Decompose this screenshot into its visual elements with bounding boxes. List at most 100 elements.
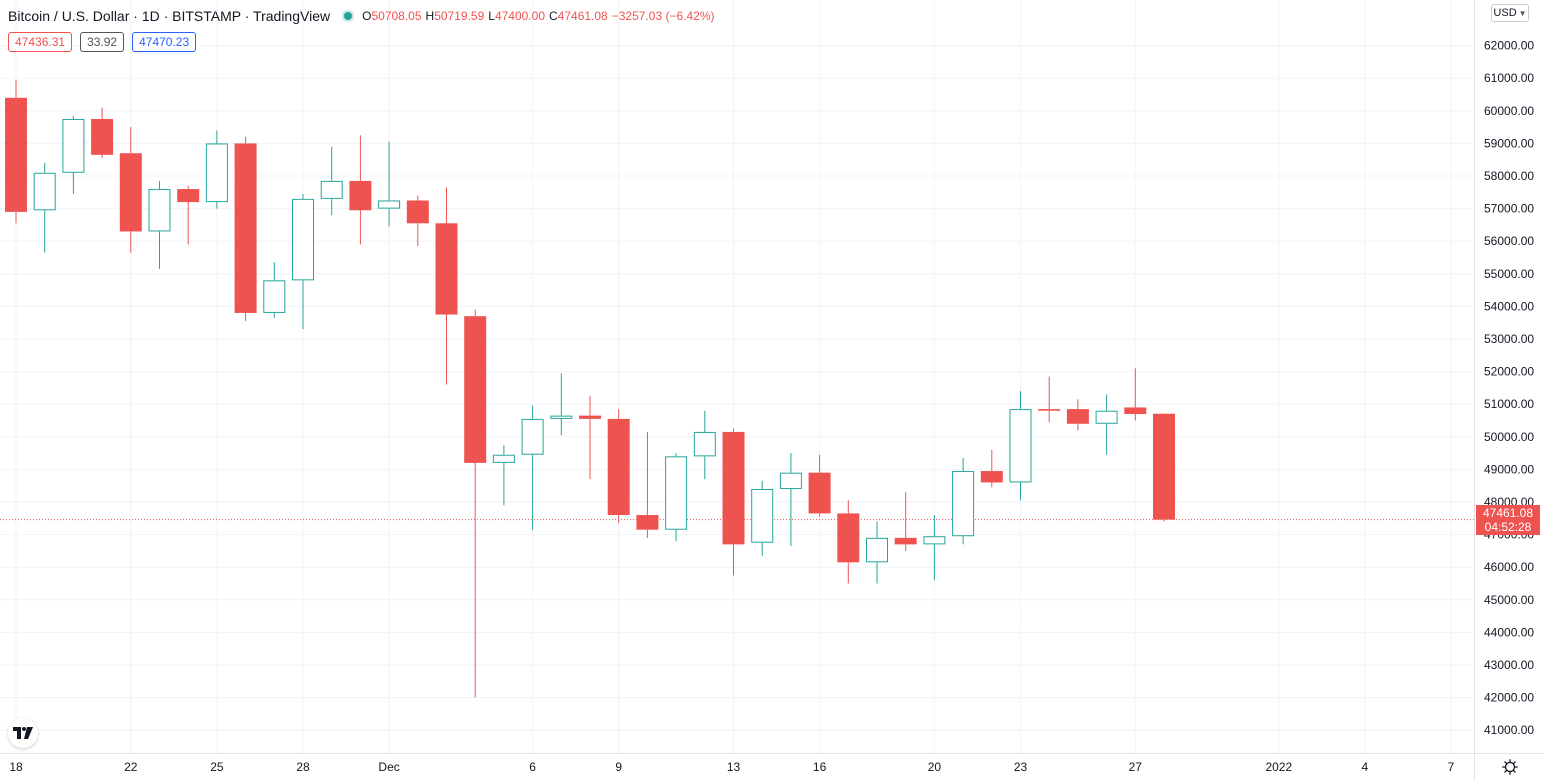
candle-body <box>722 431 745 545</box>
candle-layer <box>5 79 1175 698</box>
spread-value: 33.92 <box>80 32 125 52</box>
x-tick-label: 27 <box>1129 760 1143 774</box>
candle <box>1153 413 1175 522</box>
tradingview-logo-icon[interactable] <box>8 718 38 748</box>
buy-button[interactable]: 47470.23 <box>132 32 197 52</box>
y-tick-label: 60000.00 <box>1484 104 1534 118</box>
y-tick-label: 51000.00 <box>1484 397 1534 411</box>
y-tick-label: 55000.00 <box>1484 267 1534 281</box>
candle-body <box>779 472 802 489</box>
grid-layer <box>0 0 1474 753</box>
ohlc-values: O50708.05 H50719.59 L47400.00 C47461.08 … <box>362 9 714 23</box>
candle <box>349 135 372 245</box>
y-tick-label: 57000.00 <box>1484 202 1534 216</box>
x-tick-label: 13 <box>727 760 741 774</box>
symbol-title[interactable]: Bitcoin / U.S. Dollar · 1D · BITSTAMP · … <box>8 8 331 24</box>
candle <box>320 146 343 216</box>
candle <box>980 449 1003 488</box>
currency-select[interactable]: USD ▼ <box>1491 4 1529 22</box>
candle <box>521 405 544 530</box>
x-tick-label: Dec <box>378 760 399 774</box>
candle <box>33 162 56 253</box>
y-tick-label: 54000.00 <box>1484 299 1534 313</box>
open-key: O <box>362 9 372 23</box>
candle-body <box>1095 410 1118 424</box>
high-value: 50719.59 <box>434 9 485 23</box>
candle <box>866 521 888 584</box>
candle <box>5 79 27 224</box>
candle-body <box>693 431 716 457</box>
sell-button[interactable]: 47436.31 <box>8 32 73 52</box>
x-tick-label: 23 <box>1014 760 1028 774</box>
chevron-down-icon: ▼ <box>1518 8 1527 18</box>
close-value: 47461.08 <box>557 9 608 23</box>
candle <box>579 396 601 480</box>
candle-body <box>5 97 27 212</box>
x-tick-label: 20 <box>928 760 942 774</box>
candle-body <box>234 143 257 313</box>
x-tick-label: 22 <box>124 760 138 774</box>
candle-body <box>751 488 774 543</box>
candle <box>263 262 286 318</box>
x-tick-label: 6 <box>529 760 536 774</box>
candle-body <box>980 471 1003 483</box>
candle-body <box>492 454 515 463</box>
candle <box>952 457 975 545</box>
candle <box>464 309 487 698</box>
y-tick-label: 53000.00 <box>1484 332 1534 346</box>
y-tick-label: 62000.00 <box>1484 39 1534 53</box>
currency-label: USD <box>1493 7 1517 19</box>
last-price-label: 47461.08 04:52:28 <box>1476 505 1540 535</box>
candle-body <box>894 537 917 545</box>
y-tick-label: 45000.00 <box>1484 593 1534 607</box>
gear-icon[interactable] <box>1500 757 1520 777</box>
y-tick-label: 56000.00 <box>1484 234 1534 248</box>
candle <box>894 492 917 551</box>
candle <box>1095 394 1118 455</box>
candle <box>1124 368 1147 421</box>
low-key: L <box>488 9 495 23</box>
candle <box>148 180 171 269</box>
candle-body <box>1124 407 1147 414</box>
y-tick-label: 61000.00 <box>1484 71 1534 85</box>
candle <box>636 431 659 538</box>
candle <box>292 193 314 330</box>
candle-body <box>837 513 860 563</box>
candle-body <box>866 537 888 563</box>
candle-body <box>579 415 601 419</box>
candle <box>722 428 745 576</box>
candle-body <box>1038 409 1061 411</box>
candle <box>62 115 85 194</box>
high-key: H <box>425 9 435 23</box>
y-tick-label: 41000.00 <box>1484 723 1534 737</box>
candle-body <box>263 280 286 313</box>
y-tick-label: 44000.00 <box>1484 625 1534 639</box>
y-tick-label: 58000.00 <box>1484 169 1534 183</box>
candle-body <box>1009 409 1032 483</box>
candle-body <box>435 223 458 315</box>
candle-body <box>952 471 975 537</box>
y-tick-label: 43000.00 <box>1484 658 1534 672</box>
candle <box>607 409 630 524</box>
y-tick-label: 49000.00 <box>1484 462 1534 476</box>
candle <box>1066 399 1089 431</box>
candle-body <box>378 200 401 209</box>
candle-body <box>205 143 228 203</box>
candle-body <box>550 415 573 419</box>
close-key: C <box>549 9 558 23</box>
market-status-icon <box>344 12 353 20</box>
candle-body <box>923 536 946 545</box>
x-tick-label: 25 <box>210 760 224 774</box>
candle-body <box>406 200 429 224</box>
open-value: 50708.05 <box>371 9 422 23</box>
candle <box>435 187 458 385</box>
candle <box>550 373 573 436</box>
candle-body <box>607 418 630 516</box>
x-tick-label: 9 <box>615 760 622 774</box>
y-tick-label: 50000.00 <box>1484 430 1534 444</box>
candle-body <box>119 153 142 232</box>
x-tick-label: 7 <box>1448 760 1455 774</box>
